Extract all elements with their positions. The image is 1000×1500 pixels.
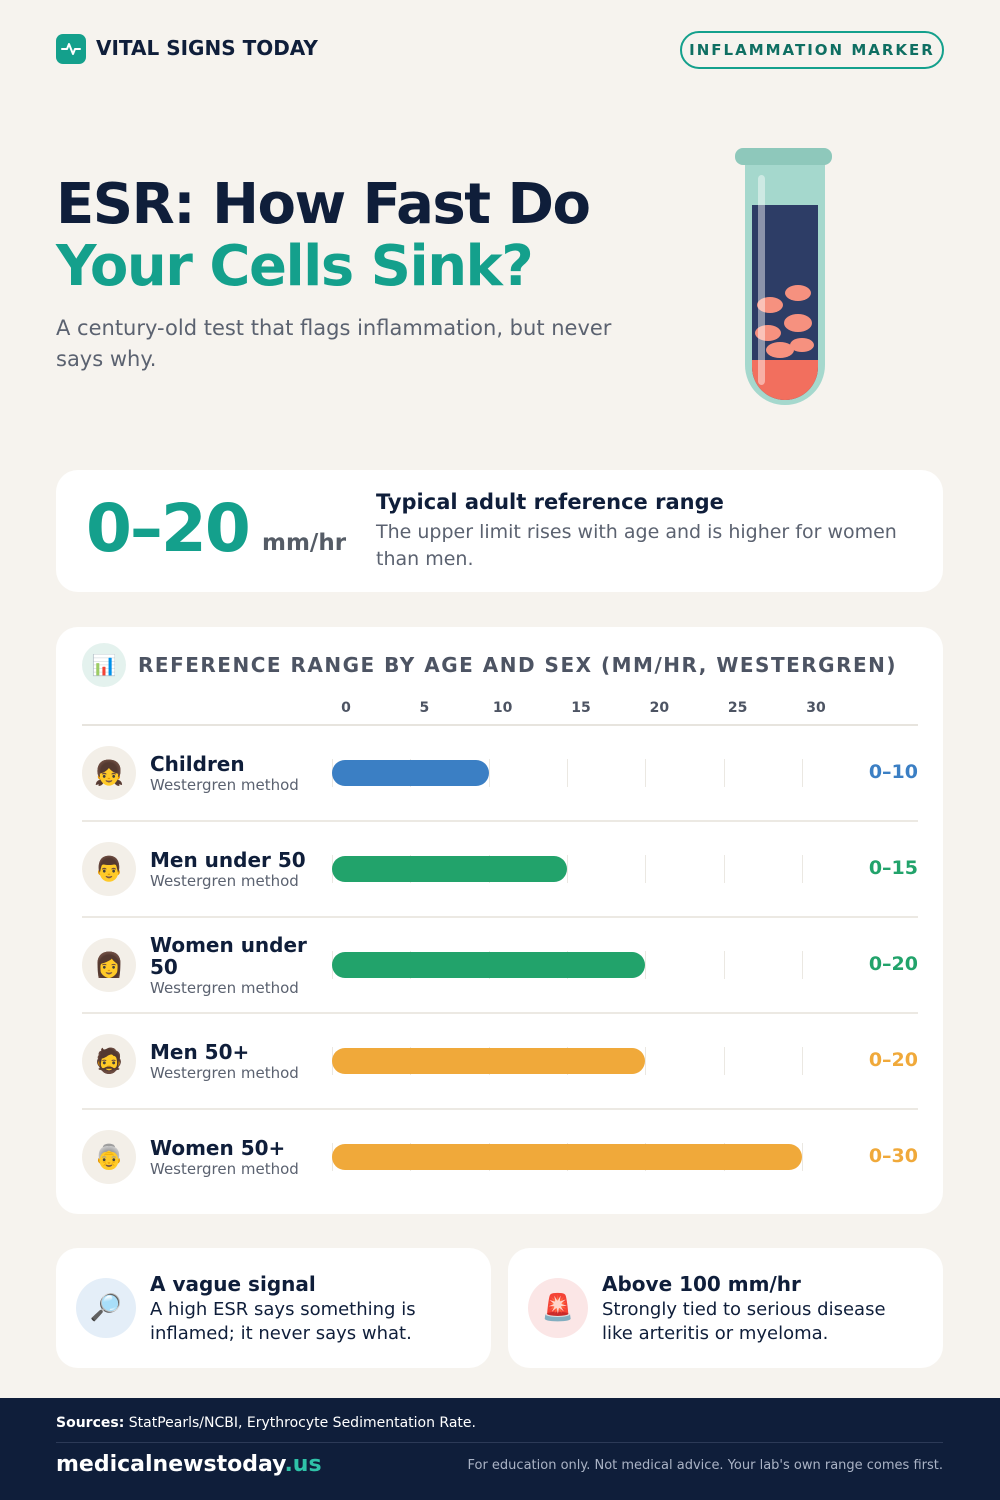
card-text: A high ESR says something is inflamed; i…	[150, 1299, 416, 1344]
footer-tld: .us	[284, 1452, 322, 1477]
subtitle: A century-old test that flags inflammati…	[56, 316, 612, 371]
card-text: Strongly tied to serious disease like ar…	[602, 1299, 886, 1344]
highlight-text: The upper limit rises with age and is hi…	[376, 521, 897, 570]
sources-label: Sources:	[56, 1415, 125, 1431]
logo-pulse	[61, 43, 81, 55]
range-unit: mm/hr	[262, 530, 347, 556]
sources-text: StatPearls/NCBI, Erythrocyte Sedimentati…	[128, 1415, 476, 1431]
footer	[0, 1398, 1000, 1500]
test-tube-illustration	[735, 148, 832, 405]
chart-icon: 📊	[82, 643, 126, 687]
footer-divider	[56, 1442, 943, 1443]
brand-name: VITAL SIGNS TODAY	[96, 36, 318, 60]
card-title: Above 100 mm/hr	[602, 1272, 801, 1296]
chart-card	[56, 627, 943, 1214]
logo-icon	[56, 34, 86, 64]
footer-domain[interactable]: medicalnewstoday	[56, 1452, 285, 1477]
highlight-title: Typical adult reference range	[376, 490, 724, 514]
footer-brand: medicalnewstoday.us	[56, 1452, 322, 1477]
highlight-card	[56, 470, 943, 592]
chart-title: REFERENCE RANGE BY AGE AND SEX (MM/HR, W…	[138, 653, 898, 677]
sources: Sources: StatPearls/NCBI, Erythrocyte Se…	[56, 1415, 476, 1431]
title-line-2: Your Cells Sink?	[56, 234, 534, 299]
disclaimer: For education only. Not medical advice. …	[467, 1458, 943, 1473]
badge: INFLAMMATION MARKER	[680, 31, 944, 69]
range-value: 0–20	[86, 490, 251, 567]
axis-divider	[82, 724, 918, 726]
title-line-1: ESR: How Fast Do	[56, 172, 591, 237]
card-title: A vague signal	[150, 1272, 316, 1296]
card-icon: 🚨	[528, 1278, 588, 1338]
card-icon: 🔎	[76, 1278, 136, 1338]
